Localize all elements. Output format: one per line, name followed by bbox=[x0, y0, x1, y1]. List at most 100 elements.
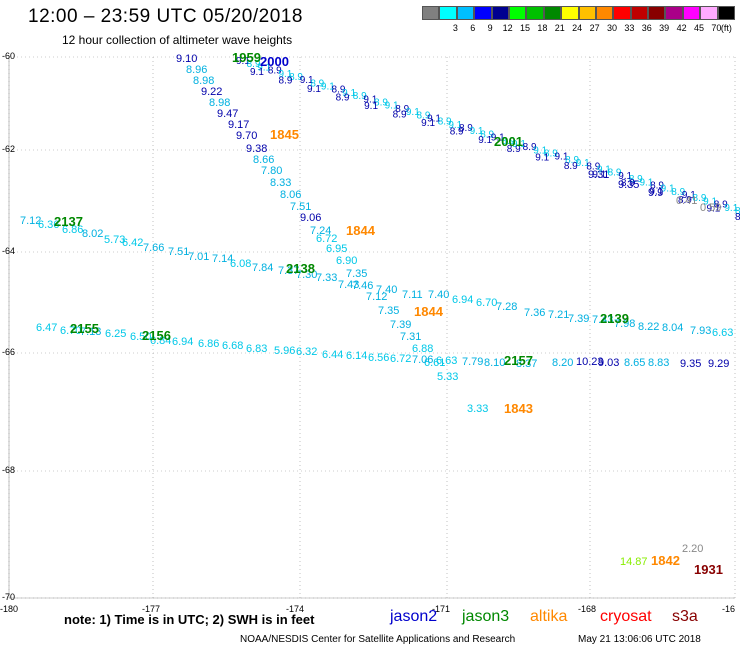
wave-height-label: 6.63 bbox=[436, 355, 457, 367]
wave-height-label: 8.04 bbox=[662, 322, 683, 334]
wave-height-label: 9.38 bbox=[246, 143, 267, 155]
wave-height-label: 6.70 bbox=[476, 297, 497, 309]
track-mark: 9.1 bbox=[576, 158, 590, 169]
track-mark: 9.1 bbox=[533, 145, 547, 156]
legend-swatch bbox=[717, 6, 736, 20]
time-label: 2000 bbox=[260, 54, 289, 69]
legend-label: 24 bbox=[572, 23, 583, 33]
legend-swatch bbox=[700, 6, 718, 20]
wave-height-label: 7.93 bbox=[690, 325, 711, 337]
satellite-tracks: 9.18.99.18.99.18.99.18.99.18.99.18.99.18… bbox=[236, 56, 740, 223]
wave-height-label: 8.22 bbox=[638, 321, 659, 333]
wave-height-label: 7.79 bbox=[462, 356, 483, 368]
wave-height-label: 9.31 bbox=[588, 169, 609, 181]
legend-label: 6 bbox=[470, 23, 476, 33]
wave-height-label: 9.29 bbox=[708, 358, 729, 370]
track-mark: 9.1 bbox=[250, 67, 264, 78]
legend-swatch bbox=[508, 6, 527, 20]
legend-swatch bbox=[543, 6, 562, 20]
wave-height-label: 6.94 bbox=[172, 336, 193, 348]
wave-height-label: 7.12 bbox=[20, 215, 41, 227]
wave-height-label: 8.10 bbox=[484, 357, 505, 369]
time-label: 1845 bbox=[270, 127, 299, 142]
wave-height-label: 9.9 bbox=[648, 187, 663, 199]
wave-height-label: 7.46 bbox=[352, 280, 373, 292]
track-mark: 9.1 bbox=[592, 169, 606, 180]
wave-height-label: 9.70 bbox=[236, 130, 257, 142]
track-mark: 9.1 bbox=[421, 118, 435, 129]
legend-swatch bbox=[491, 6, 509, 20]
legend-label: 12 bbox=[502, 23, 513, 33]
wave-height-label: 6.72 bbox=[316, 233, 337, 245]
track-mark: 9.1 bbox=[661, 184, 675, 195]
track-mark: 8.9 bbox=[332, 85, 346, 96]
track-mark: 8.9 bbox=[608, 168, 622, 179]
legend-swatch bbox=[630, 6, 649, 20]
lon-label: -168 bbox=[578, 604, 597, 614]
track-mark: 9.1 bbox=[512, 139, 526, 150]
track-mark: 9.1 bbox=[236, 56, 250, 67]
track-mark: 8.9 bbox=[544, 149, 558, 160]
lon-label: -180 bbox=[0, 604, 19, 614]
track-mark: 9.1 bbox=[535, 152, 549, 163]
satellite-jason2: jason2 bbox=[390, 608, 438, 625]
track-mark: 8.9 bbox=[336, 93, 350, 104]
legend-label: 9 bbox=[487, 23, 493, 33]
wave-height-label: 6.25 bbox=[105, 328, 126, 340]
wave-height-label: 7.21 bbox=[548, 309, 569, 321]
track-mark: 8.9 bbox=[480, 129, 494, 140]
track-mark: 8.9 bbox=[395, 104, 409, 115]
track-mark: 9.1 bbox=[448, 120, 462, 131]
wave-height-label: 6.44 bbox=[322, 349, 343, 361]
wave-height-label: 6.47 bbox=[36, 322, 57, 334]
wave-height-label: 7.84 bbox=[252, 262, 273, 274]
wave-height-label: 9.35 bbox=[618, 179, 639, 191]
lat-label: -66 bbox=[2, 347, 16, 357]
wave-height-label: 7.37 bbox=[278, 265, 299, 277]
track-mark: 8.9 bbox=[678, 195, 692, 206]
wave-height-label: 7.40 bbox=[428, 289, 449, 301]
wave-height-label: 7.35 bbox=[378, 305, 399, 317]
track-mark: 8.9 bbox=[735, 212, 740, 223]
track-mark: 8.9 bbox=[268, 66, 282, 77]
time-label: 2155 bbox=[70, 321, 99, 336]
track-mark: 9.1 bbox=[342, 88, 356, 99]
wave-height-label: 6.32 bbox=[296, 346, 317, 358]
time-label: 2139 bbox=[600, 311, 629, 326]
track-mark: 8.9 bbox=[507, 144, 521, 155]
legend-label: 33 bbox=[624, 23, 635, 33]
wave-height-label: 7.13 bbox=[80, 326, 101, 338]
track-mark: 8.9 bbox=[374, 97, 388, 108]
track-mark: 9.1 bbox=[724, 203, 738, 214]
legend-swatch bbox=[648, 6, 666, 20]
wave-height-label: 6.42 bbox=[122, 237, 143, 249]
lon-label: -174 bbox=[286, 604, 305, 614]
wave-height-label: 8.98 bbox=[193, 75, 214, 87]
wave-height-label: 6.36 bbox=[38, 219, 59, 231]
track-mark: 9.1 bbox=[618, 171, 632, 182]
legend-label: 3 bbox=[452, 23, 458, 33]
wave-height-label: 9.47 bbox=[217, 108, 238, 120]
track-mark: 9.1 bbox=[427, 113, 441, 124]
satellite-s3a: s3a bbox=[672, 608, 698, 625]
track-mark: 8.9 bbox=[735, 206, 740, 217]
wave-height-label: 6.68 bbox=[222, 340, 243, 352]
lat-label: -70 bbox=[2, 592, 16, 602]
track-mark: 9.1 bbox=[363, 94, 377, 105]
wave-height-label: 8.98 bbox=[209, 97, 230, 109]
wave-height-label: 9.03 bbox=[598, 357, 619, 369]
wave-height-label: 7.43 bbox=[592, 314, 613, 326]
wave-height-label: 7.40 bbox=[376, 284, 397, 296]
legend-swatch bbox=[682, 6, 701, 20]
track-mark: 9.1 bbox=[597, 165, 611, 176]
track-mark: 9.1 bbox=[406, 107, 420, 118]
lon-label: -171 bbox=[432, 604, 451, 614]
wave-height-label: 7.39 bbox=[568, 313, 589, 325]
wave-height-label: 7.24 bbox=[310, 225, 331, 237]
wave-height-label: 6.86 bbox=[198, 338, 219, 350]
wave-height-label: 7.28 bbox=[496, 301, 517, 313]
satellite-jason3: jason3 bbox=[462, 608, 510, 625]
wave-height-label: 6.86 bbox=[62, 224, 83, 236]
wave-height-label: 7.66 bbox=[143, 242, 164, 254]
